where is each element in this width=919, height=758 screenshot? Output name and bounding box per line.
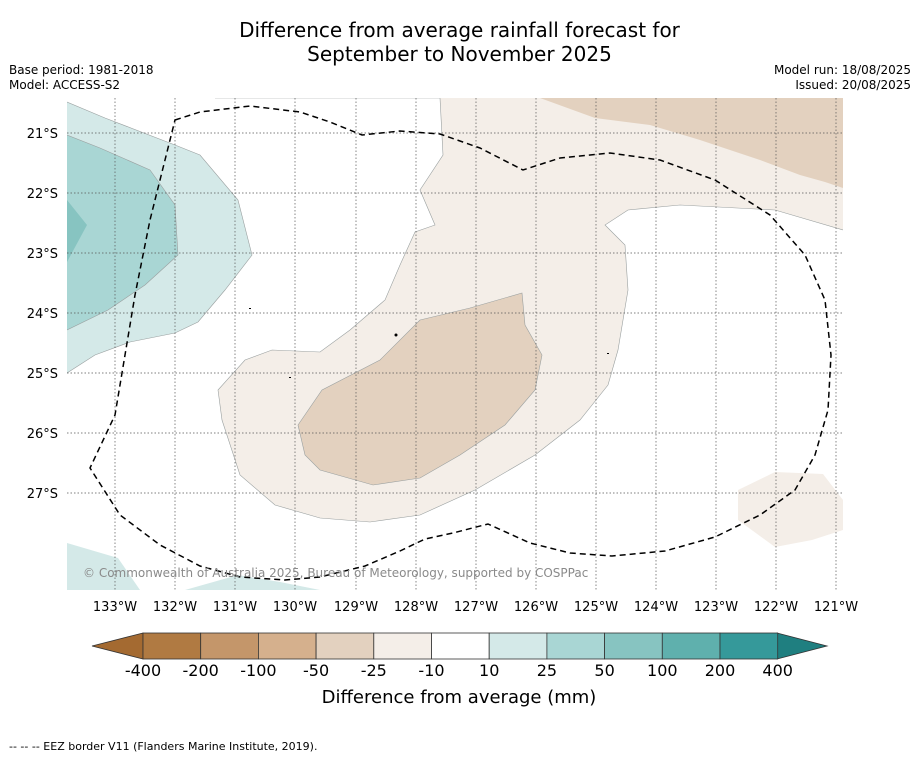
lon-label: 129°W	[334, 600, 378, 615]
colorbar-left-arrow	[91, 632, 144, 660]
lon-label: 126°W	[514, 600, 558, 615]
colorbar: -400 -200 -100 -50 -25 -10 10 25 50 100 200 400 Dif…	[91, 632, 829, 708]
colorbar-tick-label: 200	[705, 661, 736, 680]
colorbar-tick-label: -400	[125, 661, 161, 680]
issued-date: Issued: 20/08/2025	[795, 78, 911, 92]
contour-lines	[67, 98, 843, 523]
lat-label: 22°S	[27, 187, 58, 202]
lon-label: 133°W	[93, 600, 137, 615]
copyright-text: © Commonwealth of Australia 2025, Bureau…	[83, 566, 588, 580]
colorbar-cell	[661, 632, 721, 660]
lon-label: 132°W	[153, 600, 197, 615]
lon-label: 131°W	[213, 600, 257, 615]
colorbar-cell	[373, 632, 432, 660]
colorbar-tick-label: 10	[479, 661, 499, 680]
lat-label: 24°S	[27, 307, 58, 322]
lat-label: 23°S	[27, 247, 58, 262]
lat-label: 27°S	[27, 487, 58, 502]
chart-title: Difference from average rainfall forecas…	[0, 18, 919, 66]
wet-dark-region-nw	[67, 200, 87, 262]
lon-label: 124°W	[634, 600, 678, 615]
island	[607, 353, 609, 354]
meta-right: Model run: 18/08/2025 Issued: 20/08/2025	[774, 63, 911, 93]
footer-note: -- -- -- EEZ border V11 (Flanders Marine…	[9, 740, 318, 753]
lon-label: 125°W	[574, 600, 618, 615]
wet-mid-region-nw	[67, 135, 178, 330]
lon-labels: 133°W 132°W 131°W 130°W 129°W 128°W 127°…	[93, 600, 858, 615]
island	[249, 308, 251, 309]
lon-label: 130°W	[273, 600, 317, 615]
wet-light-region-sw	[67, 543, 140, 590]
colorbar-title: Difference from average (mm)	[322, 687, 597, 708]
colorbar-tick-label: 50	[594, 661, 614, 680]
colorbar-tick-label: -50	[303, 661, 329, 680]
lon-label: 123°W	[694, 600, 738, 615]
model-run: Model run: 18/08/2025	[773, 63, 911, 77]
islands	[249, 308, 609, 378]
colorbar-cell	[315, 632, 375, 660]
dry-mid-region-center	[298, 293, 542, 485]
title-line-2: September to November 2025	[307, 42, 612, 66]
colorbar-cell	[142, 632, 202, 660]
lat-labels: 21°S 22°S 23°S 24°S 25°S 26°S 27°S	[27, 127, 58, 502]
colorbar-cell	[488, 632, 548, 660]
lon-label: 122°W	[754, 600, 798, 615]
lat-label: 21°S	[27, 127, 58, 142]
meta-left: Base period: 1981-2018 Model: ACCESS-S2	[9, 63, 154, 93]
base-period: Base period: 1981-2018	[9, 63, 154, 77]
island	[289, 377, 291, 378]
lat-label: 25°S	[27, 367, 58, 382]
colorbar-tick-label: -200	[183, 661, 219, 680]
colorbar-cell	[431, 632, 490, 660]
colorbar-cell	[604, 632, 663, 660]
colorbar-cell	[200, 632, 259, 660]
map-area: © Commonwealth of Australia 2025, Bureau…	[67, 98, 843, 590]
colorbar-tick-label: 25	[537, 661, 557, 680]
eez-border	[89, 105, 832, 581]
colorbar-right-arrow	[776, 632, 829, 660]
wet-light-region-s	[185, 575, 320, 590]
colorbar-tick-label: -100	[240, 661, 276, 680]
island	[394, 333, 398, 337]
colorbar-tick-label: -10	[418, 661, 444, 680]
lat-label: 26°S	[27, 427, 58, 442]
colorbar-tick-label: -25	[361, 661, 387, 680]
colorbar-cell	[257, 632, 317, 660]
model-name: Model: ACCESS-S2	[9, 78, 121, 92]
colorbar-tick-label: 100	[647, 661, 678, 680]
lon-label: 128°W	[394, 600, 438, 615]
lon-label: 127°W	[454, 600, 498, 615]
colorbar-cell	[719, 632, 779, 660]
colorbar-tick-label: 400	[762, 661, 793, 680]
colorbar-cell	[546, 632, 606, 660]
dry-mid-region-ne	[540, 98, 843, 188]
lon-label: 121°W	[814, 600, 858, 615]
dry-light-region-se	[738, 472, 843, 547]
title-line-1: Difference from average rainfall forecas…	[239, 18, 680, 42]
